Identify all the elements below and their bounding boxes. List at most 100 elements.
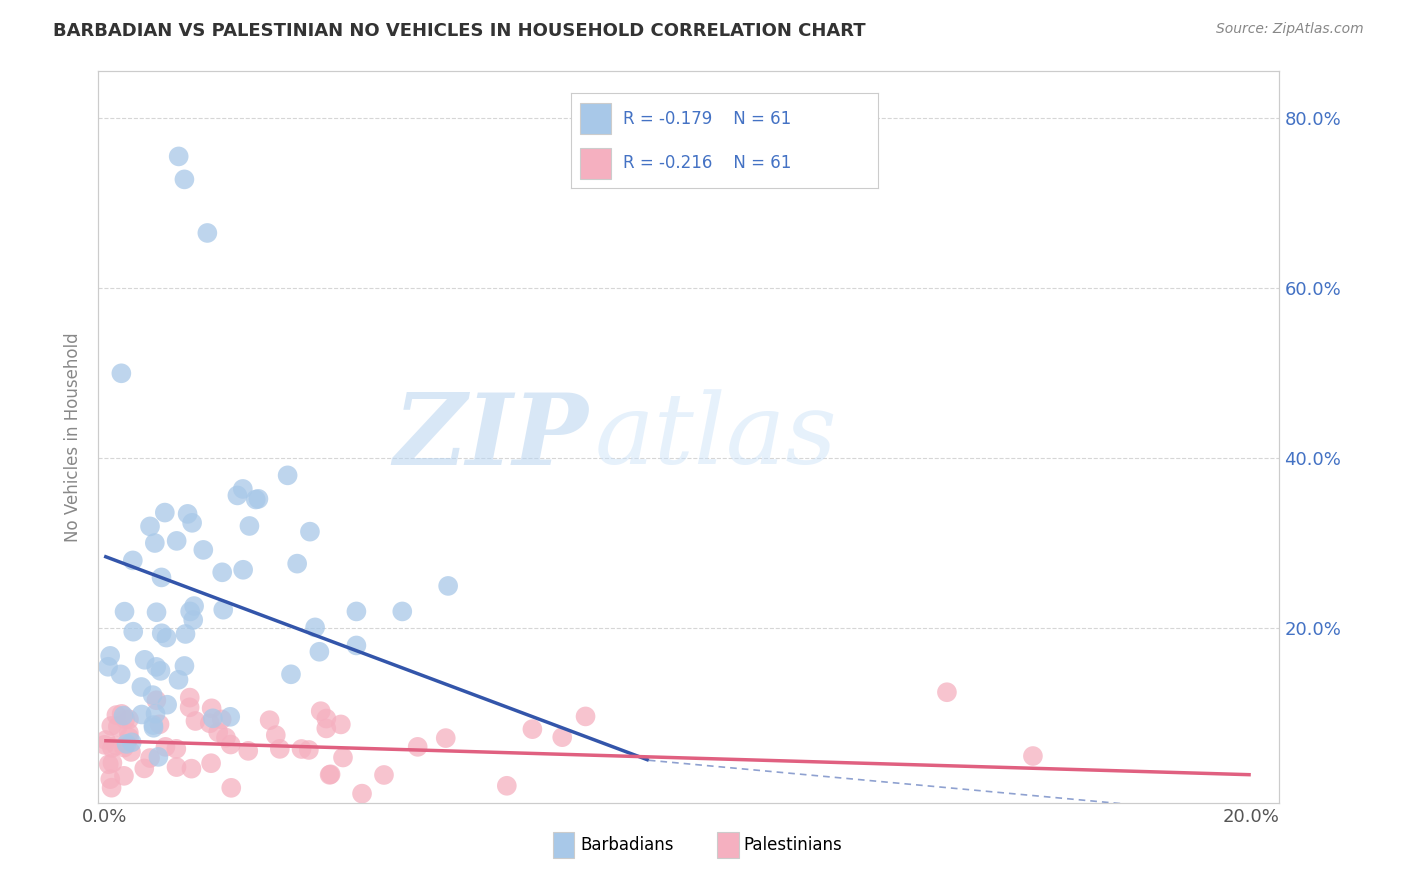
Point — [139, 751, 162, 765]
Point — [179, 690, 201, 705]
Point — [142, 718, 165, 732]
Point — [319, 767, 342, 781]
Point — [332, 750, 354, 764]
Text: atlas: atlas — [595, 390, 837, 484]
Point — [329, 717, 352, 731]
Point — [165, 742, 187, 756]
Point — [238, 519, 260, 533]
Point — [373, 768, 395, 782]
Point — [101, 756, 124, 770]
Point — [315, 722, 337, 736]
Point — [277, 468, 299, 483]
Point — [166, 760, 188, 774]
Point — [155, 739, 177, 754]
Point — [219, 710, 242, 724]
Point — [280, 667, 302, 681]
Point — [259, 713, 281, 727]
Point — [290, 742, 312, 756]
Point — [122, 624, 145, 639]
Point — [131, 680, 153, 694]
Point — [269, 742, 291, 756]
Point — [148, 750, 170, 764]
Point — [153, 506, 176, 520]
Text: BARBADIAN VS PALESTINIAN NO VEHICLES IN HOUSEHOLD CORRELATION CHART: BARBADIAN VS PALESTINIAN NO VEHICLES IN … — [53, 22, 866, 40]
Point — [308, 645, 330, 659]
Point — [97, 757, 120, 772]
Point — [1022, 749, 1045, 764]
Point — [101, 741, 124, 756]
Point — [145, 660, 167, 674]
Point — [298, 743, 321, 757]
Point — [238, 744, 260, 758]
Point — [173, 659, 195, 673]
Point — [315, 712, 337, 726]
Point — [112, 769, 135, 783]
Point — [100, 719, 122, 733]
Point — [184, 714, 207, 728]
Point — [207, 725, 229, 739]
Point — [350, 787, 373, 801]
Point — [98, 648, 121, 663]
Point — [179, 700, 201, 714]
Point — [232, 482, 254, 496]
Bar — [553, 832, 575, 858]
Point — [195, 226, 218, 240]
Point — [145, 605, 167, 619]
Point — [226, 488, 249, 502]
Point — [264, 728, 287, 742]
Point — [107, 720, 129, 734]
Point — [193, 542, 215, 557]
Point — [142, 721, 165, 735]
Point — [155, 631, 177, 645]
Point — [118, 712, 141, 726]
Point — [298, 524, 321, 539]
Point — [121, 553, 143, 567]
Point — [118, 725, 141, 739]
Point — [219, 780, 242, 795]
Point — [110, 706, 132, 721]
Point — [148, 717, 170, 731]
Point — [211, 566, 233, 580]
Point — [105, 708, 128, 723]
Point — [181, 516, 204, 530]
Point — [574, 709, 596, 723]
Point — [100, 780, 122, 795]
Point — [201, 711, 224, 725]
Point — [118, 731, 141, 745]
Point — [285, 557, 308, 571]
Point — [318, 768, 340, 782]
Point — [142, 688, 165, 702]
Point — [134, 761, 156, 775]
Point — [935, 685, 957, 699]
Point — [434, 731, 457, 745]
Point — [167, 673, 190, 687]
Point — [98, 772, 121, 786]
Point — [166, 533, 188, 548]
Point — [139, 519, 162, 533]
Point — [105, 739, 128, 753]
Point — [131, 707, 153, 722]
Text: Palestinians: Palestinians — [744, 836, 842, 854]
Point — [150, 570, 173, 584]
Point — [145, 706, 167, 721]
Point — [112, 740, 135, 755]
Point — [232, 563, 254, 577]
Y-axis label: No Vehicles in Household: No Vehicles in Household — [65, 332, 83, 542]
Point — [149, 664, 172, 678]
Point — [174, 627, 197, 641]
Point — [115, 737, 138, 751]
Point — [247, 491, 270, 506]
Point — [134, 653, 156, 667]
Point — [437, 579, 460, 593]
Point — [167, 149, 190, 163]
Point — [522, 722, 544, 736]
Point — [219, 738, 242, 752]
Point — [156, 698, 179, 712]
Text: ZIP: ZIP — [394, 389, 589, 485]
Point — [212, 603, 235, 617]
Point — [309, 704, 332, 718]
Point — [150, 626, 173, 640]
Point — [391, 604, 413, 618]
Point — [200, 756, 222, 771]
Point — [179, 604, 201, 618]
